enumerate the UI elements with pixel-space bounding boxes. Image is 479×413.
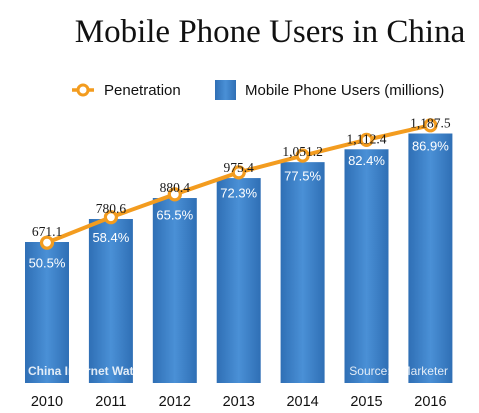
legend: Penetration Mobile Phone Users (millions… <box>72 80 444 100</box>
x-tick-2014: 2014 <box>286 394 318 410</box>
penetration-line <box>39 118 438 250</box>
penetration-label-2010: 50.5% <box>29 256 66 271</box>
bar-2013 <box>216 178 261 383</box>
bar-2012 <box>152 198 197 383</box>
bar-2014 <box>280 162 325 383</box>
penetration-point-2010 <box>39 235 55 250</box>
bar-value-label-2014: 1,051.2 <box>282 144 323 159</box>
legend-label-users: Mobile Phone Users (millions) <box>245 82 444 99</box>
bar-2010 <box>25 242 69 383</box>
x-tick-2015: 2015 <box>350 394 382 410</box>
x-tick-2013: 2013 <box>223 394 255 410</box>
x-tick-2016: 2016 <box>414 394 446 410</box>
bar-value-label-2012: 880.4 <box>160 180 191 195</box>
x-axis: 2010 2011 2012 2013 2014 2015 2016 <box>31 394 447 410</box>
bar-2016 <box>408 133 453 383</box>
bar-2011 <box>88 218 133 383</box>
data-labels: 671.1 50.5% 780.6 58.4% 880.4 65.5% 975.4 72.3%… <box>29 116 451 271</box>
bars <box>25 133 453 383</box>
penetration-point-2012 <box>167 187 182 202</box>
x-tick-2011: 2011 <box>95 394 126 410</box>
penetration-label-2016: 86.9% <box>412 138 449 153</box>
penetration-point-2016 <box>423 118 438 133</box>
bar-value-label-2016: 1,187.5 <box>410 116 451 131</box>
penetration-label-2015: 82.4% <box>348 153 385 168</box>
penetration-label-2014: 77.5% <box>284 169 321 184</box>
bar-value-label-2010: 671.1 <box>32 224 62 239</box>
legend-item-penetration: Penetration <box>72 82 181 99</box>
legend-item-users: Mobile Phone Users (millions) <box>215 80 444 100</box>
bar-value-label-2015: 1,112.4 <box>347 131 387 146</box>
penetration-point-2015 <box>359 132 374 147</box>
x-tick-2010: 2010 <box>31 394 63 410</box>
x-tick-2012: 2012 <box>159 394 191 410</box>
legend-marker-swatch <box>76 83 90 97</box>
penetration-label-2012: 65.5% <box>156 207 193 222</box>
legend-bar-swatch <box>215 80 236 100</box>
chart-title: Mobile Phone Users in China <box>75 14 466 50</box>
penetration-label-2011: 58.4% <box>92 230 129 245</box>
penetration-point-2013 <box>231 165 246 180</box>
watermark-text: China Internet Watch <box>28 364 148 378</box>
bar-value-label-2013: 975.4 <box>224 160 255 175</box>
penetration-point-2011 <box>103 210 119 225</box>
source-text: Source: eMarketer <box>349 364 448 378</box>
legend-label-penetration: Penetration <box>104 82 181 99</box>
penetration-point-2014 <box>295 148 310 163</box>
bar-2015 <box>344 149 389 383</box>
penetration-label-2013: 72.3% <box>220 185 257 200</box>
bar-value-label-2011: 780.6 <box>96 201 127 216</box>
